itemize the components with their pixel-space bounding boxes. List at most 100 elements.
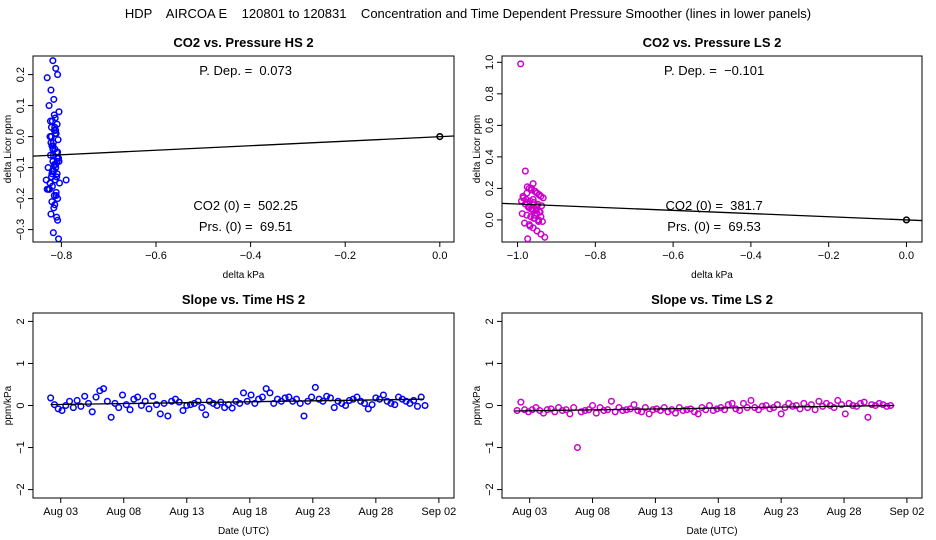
data-point: [55, 108, 63, 116]
data-point: [728, 399, 736, 407]
data-point: [660, 404, 668, 412]
y-tick-label: −1: [15, 441, 27, 454]
x-axis-label: delta kPa: [223, 270, 265, 281]
data-point: [53, 213, 61, 221]
data-point: [330, 404, 338, 412]
data-point: [551, 408, 559, 416]
y-tick-label: 0.1: [15, 98, 27, 113]
data-point: [54, 71, 62, 79]
data-point: [62, 176, 70, 184]
x-tick-label: Aug 28: [358, 506, 393, 518]
data-point: [236, 399, 244, 407]
y-tick-label: 2: [15, 318, 27, 324]
data-layer: [513, 396, 895, 452]
data-point: [758, 402, 766, 410]
data-point: [600, 406, 608, 415]
data-point: [379, 391, 387, 399]
data-point: [527, 205, 535, 213]
data-point: [539, 194, 547, 202]
panel-slope-time-hs: Slope vs. Time HS 2 Aug 03 Aug 08 Aug 13 Aug…: [3, 292, 456, 537]
x-tick-label: Sep 02: [421, 506, 456, 518]
y-tick-label: 0.6: [484, 118, 496, 133]
data-point: [702, 406, 710, 414]
data-point: [300, 412, 308, 420]
x-tick-label: Aug 13: [169, 506, 204, 518]
data-point: [860, 398, 868, 406]
plot-title: Slope vs. Time HS 2: [182, 292, 305, 307]
data-point: [523, 189, 531, 197]
data-point: [48, 170, 56, 178]
data-point: [566, 410, 574, 418]
x-tick-label: −0.4: [740, 250, 762, 262]
fit-line: [33, 135, 454, 157]
data-point: [69, 404, 77, 412]
data-point: [107, 413, 115, 421]
data-point: [46, 117, 55, 125]
data-point: [92, 393, 100, 401]
y-tick-label: −2: [15, 483, 27, 496]
x-tick-label: Aug 03: [43, 506, 78, 518]
data-point: [49, 57, 57, 65]
data-point: [410, 396, 418, 405]
data-point: [88, 408, 96, 416]
data-layer: [33, 57, 454, 242]
data-point: [126, 406, 134, 414]
pressure-dependence-label: P. Dep. = −0.101: [664, 63, 764, 78]
data-point: [524, 235, 532, 242]
data-point: [251, 399, 259, 407]
x-axis-label: Date (UTC): [686, 526, 737, 537]
data-point: [671, 409, 680, 417]
x-tick-label: Aug 03: [512, 506, 547, 518]
data-point: [342, 401, 350, 410]
data-point: [292, 395, 300, 403]
data-point: [53, 173, 61, 181]
x-tick-label: Aug 28: [827, 506, 862, 518]
data-point: [588, 401, 597, 410]
data-point: [573, 443, 581, 452]
data-point: [541, 233, 549, 241]
plot-title: CO2 vs. Pressure HS 2: [173, 35, 313, 50]
x-tick-label: −0.6: [662, 250, 684, 262]
data-point: [531, 211, 539, 219]
data-point: [47, 210, 55, 218]
data-point: [523, 211, 531, 219]
data-point: [521, 167, 529, 175]
data-point: [517, 398, 525, 406]
data-point: [841, 410, 849, 418]
data-point: [49, 229, 57, 237]
data-point: [526, 222, 534, 230]
data-point: [529, 195, 537, 203]
data-point: [592, 409, 600, 417]
data-point: [830, 404, 838, 412]
data-point: [413, 402, 421, 410]
pressure-zero-label: Prs. (0) = 69.53: [667, 219, 761, 234]
data-point: [811, 406, 819, 414]
data-point: [683, 406, 691, 414]
data-point: [152, 401, 161, 409]
data-point: [879, 401, 887, 409]
plot-title: Slope vs. Time LS 2: [651, 292, 773, 307]
y-tick-label: 1.0: [484, 55, 496, 70]
data-point: [533, 202, 541, 210]
data-point: [266, 389, 274, 397]
y-tick-label: 0.8: [484, 86, 496, 101]
data-point: [258, 393, 266, 401]
data-point: [145, 405, 153, 413]
data-point: [49, 145, 57, 153]
data-point: [270, 399, 278, 407]
data-point: [815, 397, 823, 405]
data-point: [179, 406, 187, 415]
plot-frame: [501, 55, 923, 243]
data-point: [47, 394, 55, 402]
y-tick-label: 0.0: [15, 129, 27, 144]
data-point: [721, 406, 729, 414]
data-point: [732, 405, 740, 413]
data-point: [52, 126, 60, 134]
data-point: [47, 86, 55, 94]
data-point: [198, 404, 206, 412]
data-point: [115, 404, 123, 412]
fit-line: [514, 404, 895, 412]
data-point: [807, 401, 815, 409]
y-tick-label: 0.0: [484, 212, 496, 227]
